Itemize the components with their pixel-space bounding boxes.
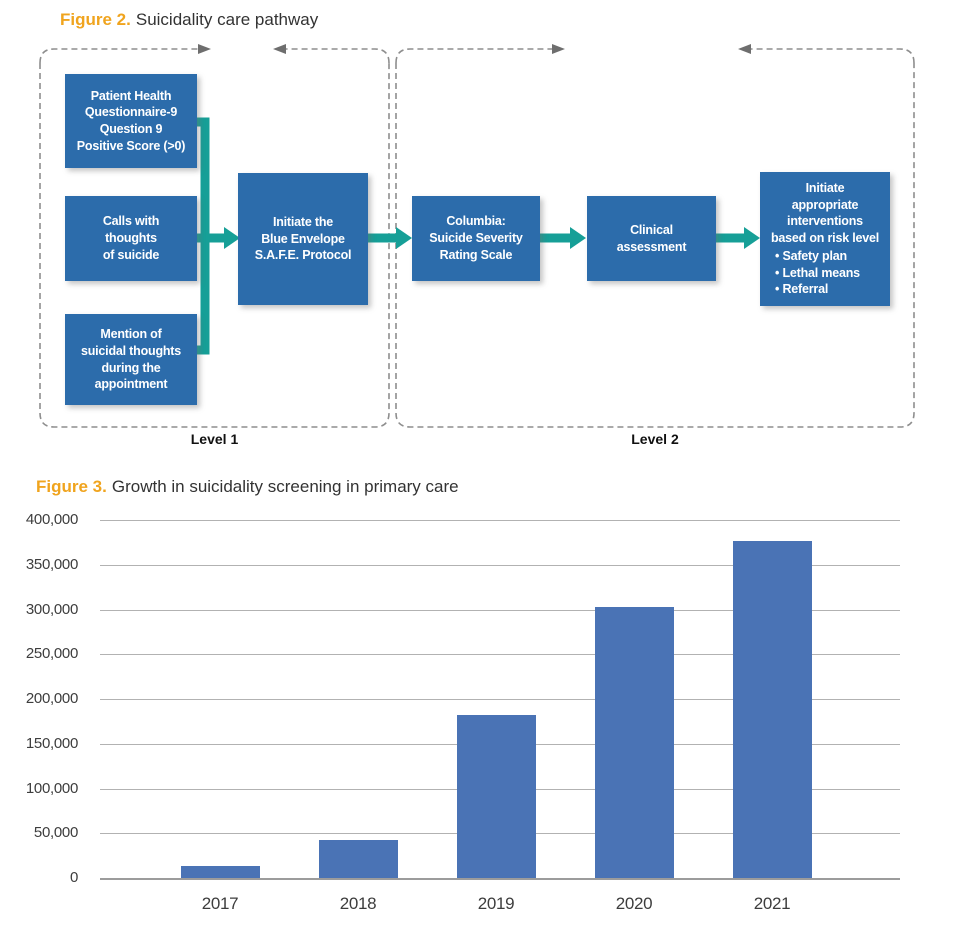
bar-2019 [456, 715, 536, 878]
y-tick-label: 150,000 [25, 734, 78, 752]
gridline [100, 699, 900, 700]
bar-2021 [732, 541, 812, 878]
bar-2017 [180, 866, 260, 878]
figure2-title-text: Suicidality care pathway [135, 10, 319, 29]
y-tick-label: 250,000 [25, 645, 78, 663]
figure3-title: Figure 3. Growth in suicidality screening… [36, 477, 459, 497]
level1-label: Level 1 [190, 431, 239, 447]
y-tick-label: 350,000 [25, 555, 78, 573]
interventions-intro: Initiate appropriate interventions based… [770, 180, 880, 246]
phq9-box-label: Patient Health Questionnaire-9 Question … [76, 88, 186, 153]
x-tick-label: 2019 [477, 894, 515, 913]
y-tick-label: 300,000 [25, 600, 78, 618]
flow-connectors [197, 117, 760, 355]
initiate-protocol-box: Initiate the Blue Envelope S.A.F.E. Prot… [238, 173, 368, 305]
columbia-box-label: Columbia: Suicide Severity Rating Scale [429, 214, 523, 262]
y-tick-label: 200,000 [25, 690, 78, 707]
clinical-assessment-label: Clinical assessment [616, 222, 687, 254]
clinical-assessment-box: Clinical assessment [587, 196, 716, 281]
mention-box: Mention of suicidal thoughts during the … [65, 314, 197, 405]
x-tick-label: 2021 [753, 894, 791, 913]
y-tick-label: 400,000 [25, 511, 78, 528]
bullet-item: • Safety plan [775, 248, 847, 263]
calls-box-label: Calls with thoughts of suicide [102, 214, 160, 262]
y-tick-label: 100,000 [25, 779, 78, 797]
gridline [100, 878, 900, 880]
care-pathway-diagram [39, 44, 915, 428]
left-arrow-icon [273, 44, 286, 54]
columbia-box: Columbia: Suicide Severity Rating Scale [412, 196, 540, 281]
gridline [100, 520, 900, 521]
y-tick-label: 50,000 [33, 824, 78, 842]
x-tick-label: 2018 [339, 894, 377, 913]
bar-2020 [594, 606, 674, 878]
figure2-label: Figure 2. [60, 10, 131, 29]
interventions-box: Initiate appropriate interventions based… [760, 172, 890, 306]
y-tick-label: 0 [69, 869, 78, 886]
bullet-item: • Referral [775, 282, 829, 297]
left-arrow-icon [738, 44, 751, 54]
flow-arrow-icon [396, 227, 412, 249]
flow-arrow-icon [744, 227, 760, 249]
level2-label: Level 2 [631, 431, 679, 447]
flow-arrow-icon [224, 227, 240, 249]
x-tick-label: 2017 [201, 894, 239, 913]
figure2-title: Figure 2. Suicidality care pathway [60, 10, 318, 30]
initiate-protocol-label: Initiate the Blue Envelope S.A.F.E. Prot… [254, 214, 352, 263]
calls-box: Calls with thoughts of suicide [65, 196, 197, 281]
x-tick-label: 2020 [615, 894, 653, 913]
bar-2018 [318, 840, 398, 878]
gridline [100, 654, 900, 656]
level2-boundary [395, 44, 915, 428]
right-arrow-icon [198, 44, 211, 54]
gridline [100, 609, 900, 611]
bullet-item: • Lethal means [775, 265, 860, 280]
level1-boundary [39, 44, 390, 428]
interventions-bullet-list: • Safety plan • Lethal means • Referral [775, 248, 860, 298]
gridline [100, 564, 900, 566]
mention-box-label: Mention of suicidal thoughts during the … [80, 327, 182, 392]
right-arrow-icon [552, 44, 565, 54]
figure3-label: Figure 3. [36, 477, 107, 496]
bar-chart: 0 50,000 100,000 150,000 200,000 250,000 300,0… [0, 505, 956, 929]
flow-arrow-icon [570, 227, 586, 249]
figure3-title-text: Growth in suicidality screening in prima… [111, 477, 459, 496]
phq9-box: Patient Health Questionnaire-9 Question … [65, 74, 197, 168]
